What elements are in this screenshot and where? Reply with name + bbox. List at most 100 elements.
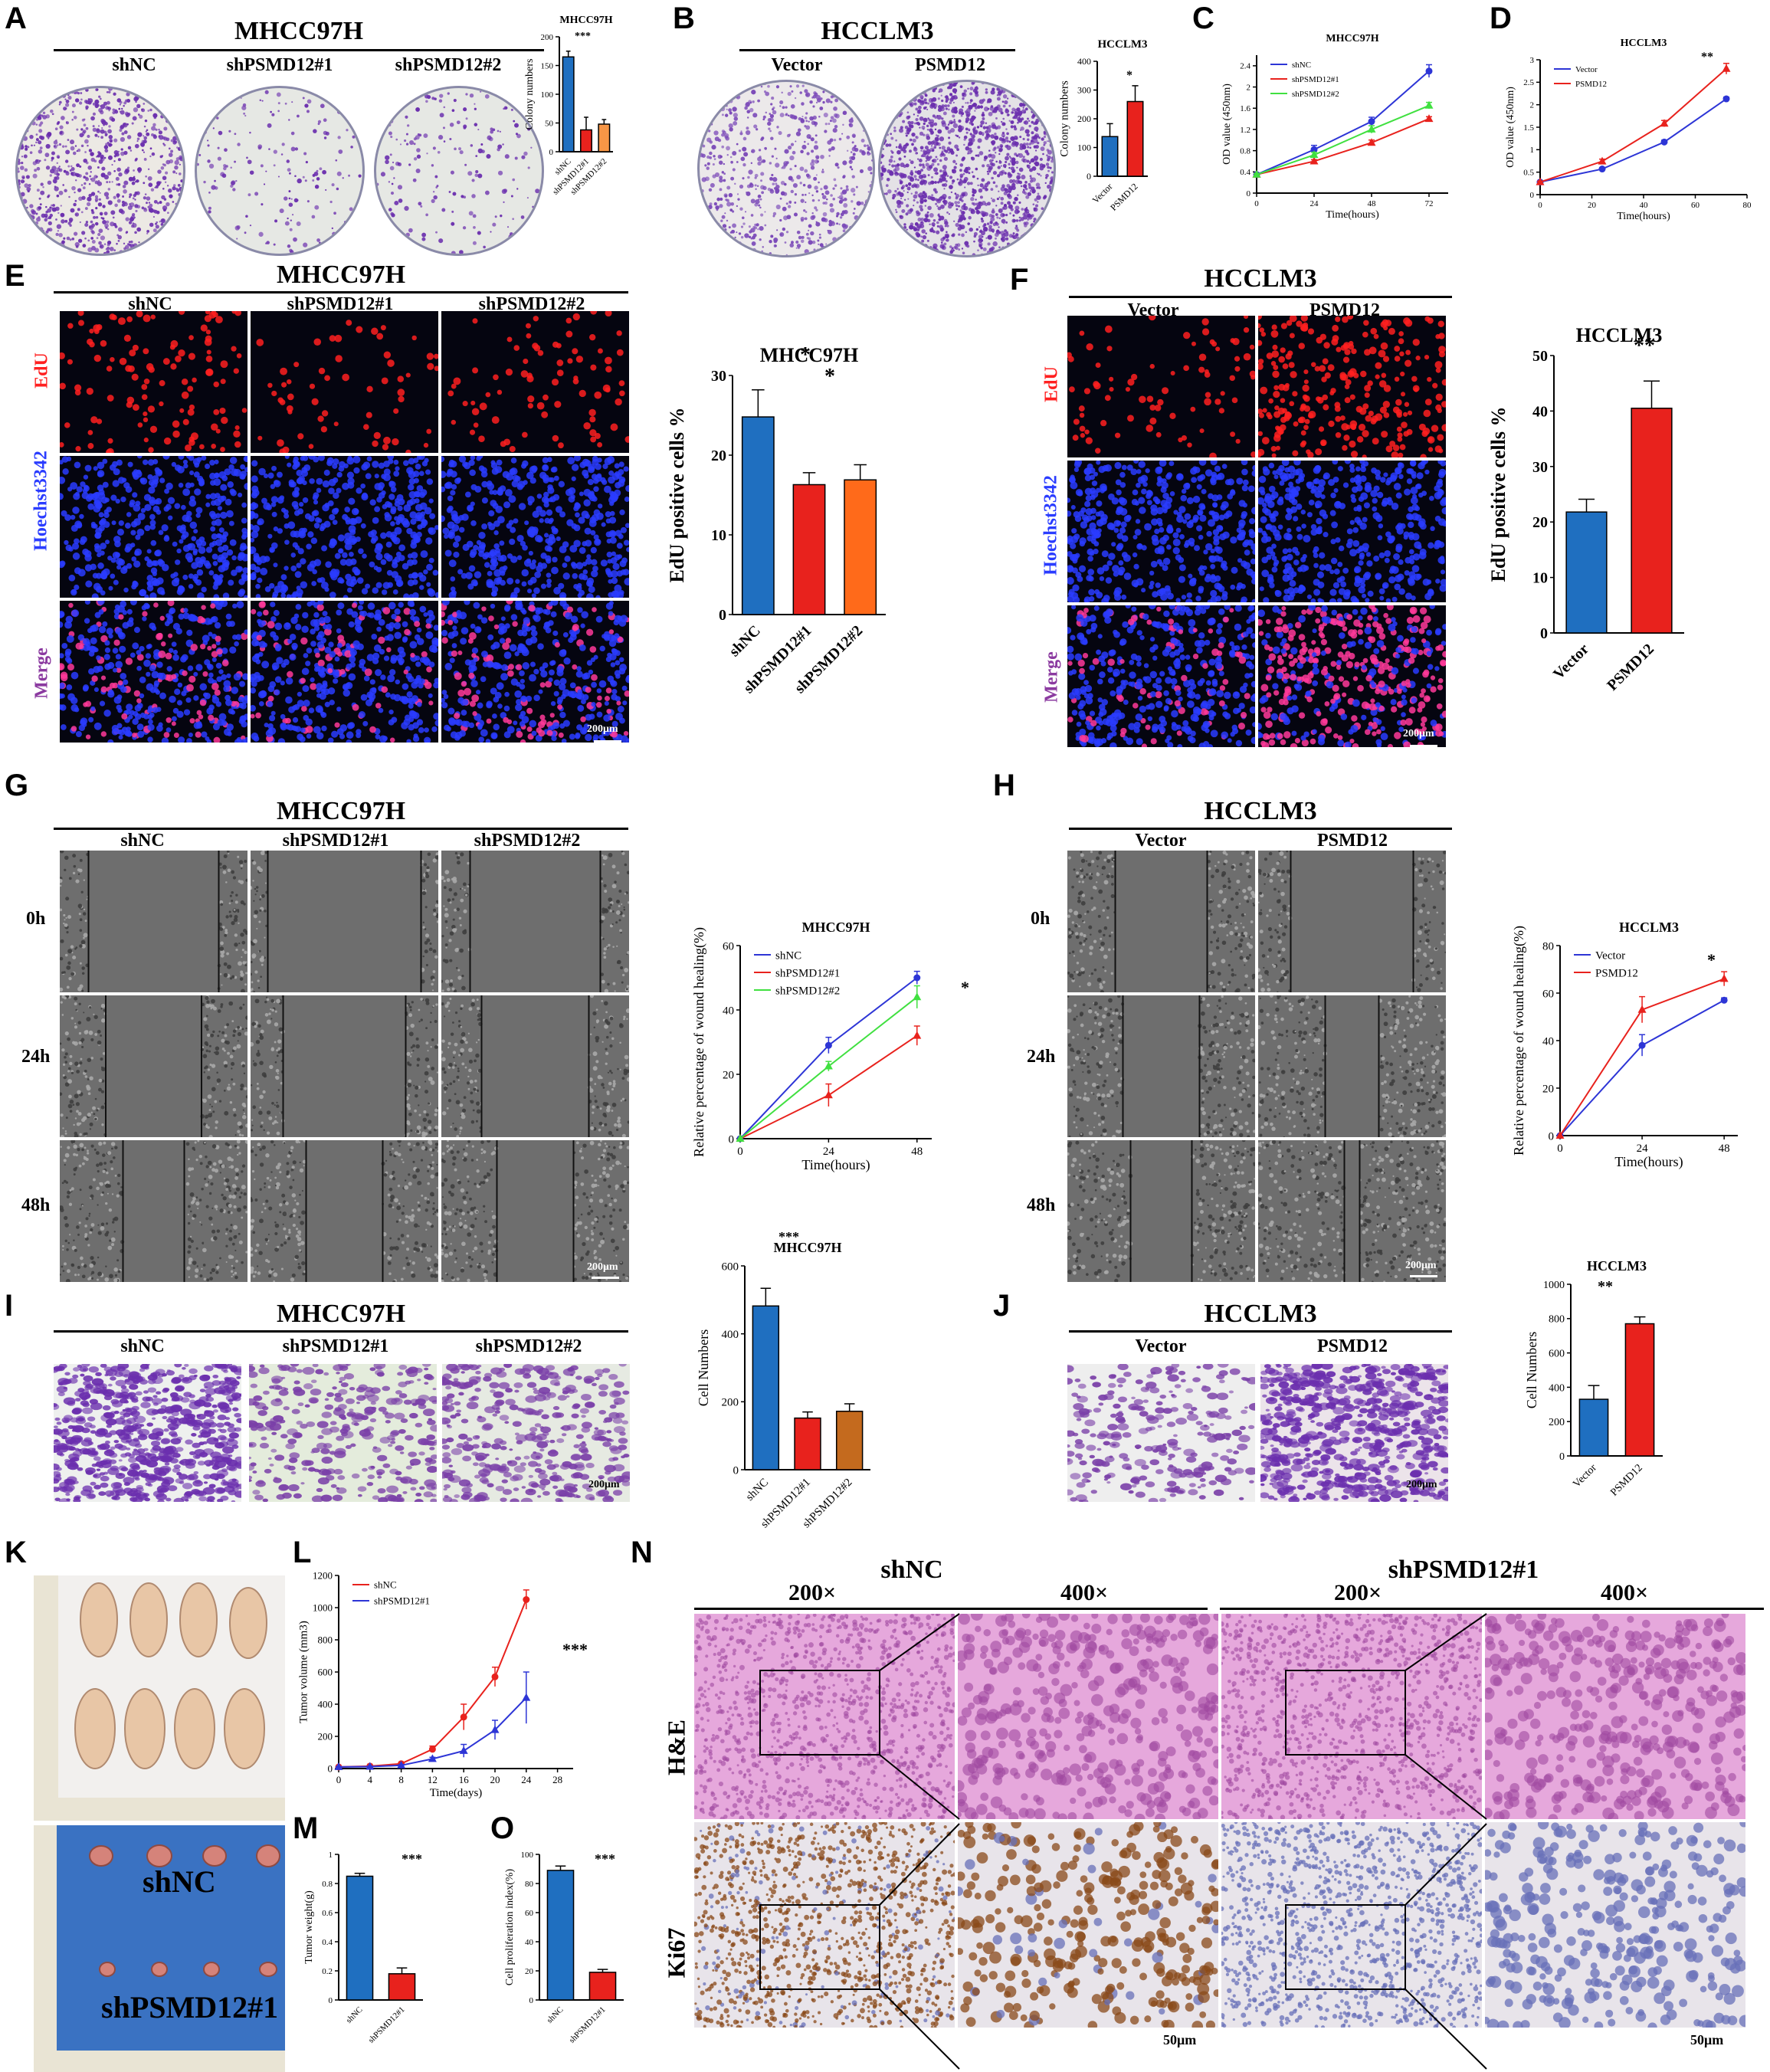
texture-dot: [708, 220, 711, 223]
texture-dot: [982, 164, 985, 168]
cell-nucleus: [398, 395, 405, 403]
cell-nucleus: [444, 549, 452, 557]
texture-dot: [719, 155, 723, 159]
texture-dot: [228, 130, 231, 133]
texture-dot: [740, 235, 744, 239]
texture-dot: [830, 100, 833, 103]
cell-nucleus: [585, 539, 592, 547]
texture-dot: [988, 149, 991, 152]
texture-dot: [205, 97, 209, 100]
texture-dot: [954, 144, 959, 149]
texture-dot: [910, 222, 914, 226]
texture-dot: [748, 82, 751, 84]
texture-dot: [962, 172, 965, 175]
texture-dot: [818, 181, 820, 184]
texture-dot: [435, 186, 438, 189]
cell-nucleus: [503, 501, 511, 509]
texture-dot: [1029, 146, 1032, 149]
cell-nucleus: [390, 521, 395, 526]
cell-nucleus: [98, 520, 104, 526]
texture-dot: [828, 148, 832, 152]
cell-nucleus: [170, 363, 177, 370]
texture-dot: [749, 251, 752, 255]
texture-dot: [451, 210, 454, 213]
texture-dot: [864, 144, 867, 148]
texture-dot: [66, 248, 70, 251]
cell-nucleus: [605, 387, 611, 393]
cell-nucleus: [397, 505, 403, 512]
texture-dot: [748, 235, 752, 238]
cell-nucleus: [241, 574, 247, 582]
texture-dot: [94, 103, 98, 107]
cell-nucleus: [103, 512, 110, 519]
texture-dot: [900, 246, 903, 249]
texture-dot: [104, 223, 109, 228]
texture-dot: [952, 179, 955, 183]
texture-dot: [1005, 160, 1008, 164]
texture-dot: [795, 247, 798, 249]
texture-dot: [730, 176, 735, 181]
texture-dot: [224, 148, 228, 152]
texture-dot: [870, 214, 873, 219]
cell-nucleus: [334, 334, 343, 343]
texture-dot: [850, 188, 856, 193]
cell-nucleus: [211, 533, 218, 540]
texture-dot: [971, 82, 975, 85]
cell-nucleus: [542, 457, 549, 464]
texture-dot: [937, 129, 942, 134]
texture-dot: [909, 138, 913, 142]
texture-dot: [134, 204, 139, 208]
texture-dot: [895, 87, 898, 90]
texture-dot: [837, 244, 842, 249]
texture-dot: [290, 219, 293, 221]
texture-dot: [1040, 253, 1044, 255]
texture-dot: [164, 181, 167, 183]
texture-dot: [18, 167, 20, 171]
cell-nucleus: [205, 311, 211, 315]
texture-dot: [783, 182, 787, 186]
cell-nucleus: [260, 567, 268, 575]
texture-dot: [69, 238, 72, 241]
texture-dot: [900, 126, 903, 130]
texture-dot: [336, 109, 342, 114]
texture-dot: [179, 186, 183, 191]
texture-dot: [746, 88, 749, 90]
texture-dot: [1037, 173, 1041, 175]
texture-dot: [86, 202, 91, 207]
texture-dot: [18, 185, 21, 189]
texture-dot: [779, 197, 782, 200]
texture-dot: [867, 119, 870, 122]
cell-nucleus: [567, 358, 573, 364]
cell-nucleus: [428, 588, 436, 597]
texture-dot: [497, 170, 503, 175]
texture-dot: [87, 144, 89, 147]
texture-dot: [18, 211, 21, 216]
texture-dot: [959, 85, 963, 88]
cell-nucleus: [478, 435, 485, 442]
texture-dot: [465, 93, 468, 96]
cell-nucleus: [569, 545, 578, 553]
texture-dot: [942, 83, 945, 87]
texture-dot: [946, 225, 949, 228]
texture-dot: [732, 107, 737, 112]
texture-dot: [1036, 195, 1041, 200]
cell-nucleus: [205, 562, 211, 569]
texture-dot: [941, 99, 944, 103]
texture-dot: [84, 151, 87, 153]
texture-dot: [1001, 100, 1005, 103]
texture-dot: [393, 177, 395, 179]
texture-dot: [832, 118, 837, 123]
texture-dot: [803, 209, 806, 212]
texture-dot: [1047, 169, 1051, 172]
texture-dot: [833, 178, 837, 182]
cell-nucleus: [597, 348, 603, 354]
texture-dot: [801, 102, 805, 106]
texture-dot: [1024, 107, 1028, 111]
texture-dot: [933, 122, 938, 126]
cell-nucleus: [150, 567, 158, 574]
texture-dot: [851, 168, 854, 171]
texture-dot: [122, 195, 125, 198]
cell-nucleus: [253, 552, 260, 559]
texture-dot: [134, 231, 137, 234]
texture-dot: [929, 228, 934, 233]
